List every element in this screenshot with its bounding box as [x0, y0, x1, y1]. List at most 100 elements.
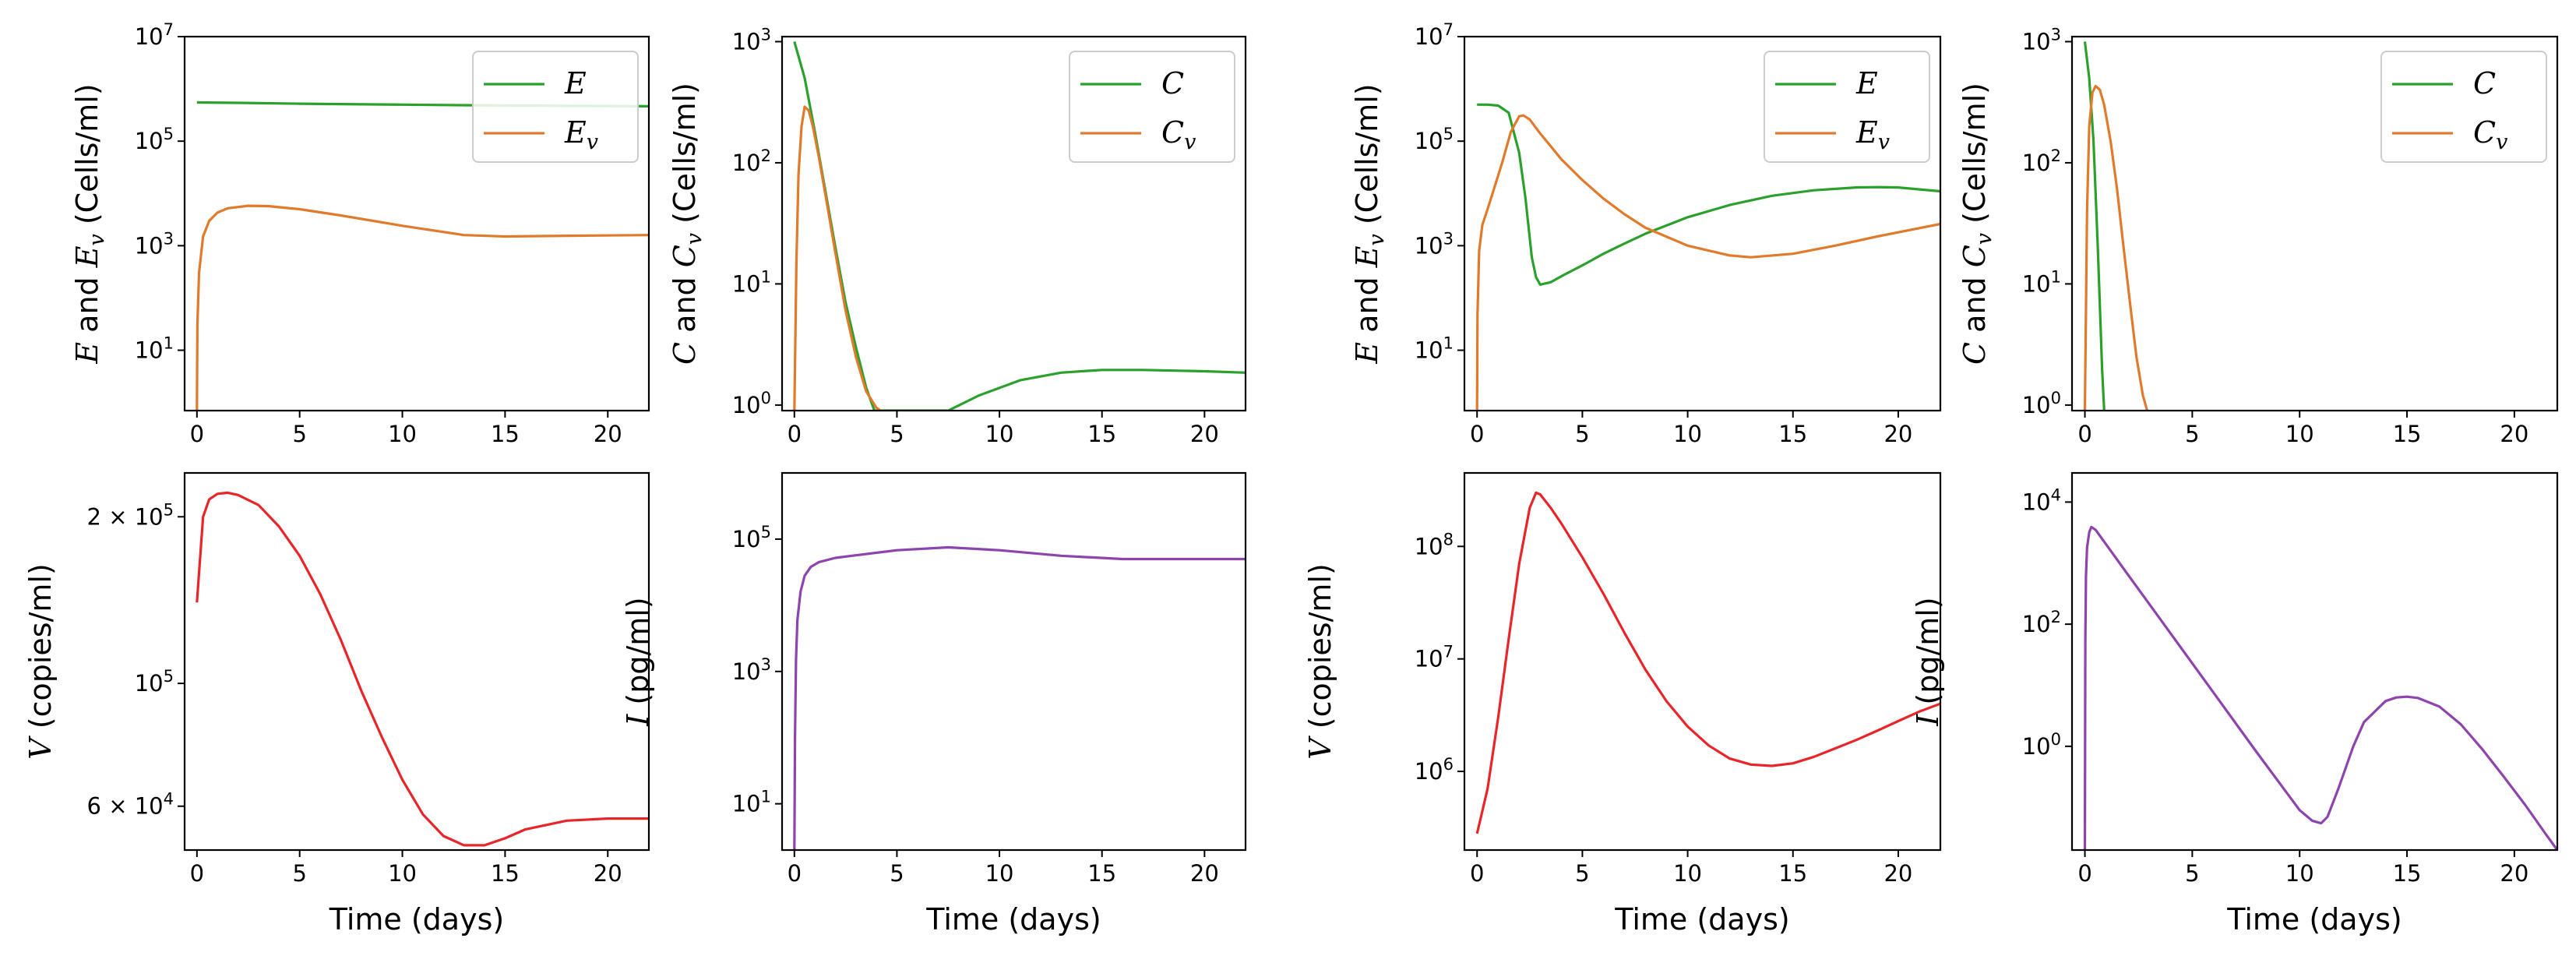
y-tick-label: 103 — [2022, 25, 2061, 55]
x-axis-label: Time (days) — [2226, 902, 2402, 937]
y-axis-label: I (pg/ml) — [1911, 597, 1945, 726]
axes-frame — [2070, 471, 2559, 852]
axes-frame — [781, 35, 1247, 412]
x-tick-label: 20 — [1190, 421, 1219, 447]
y-tick-label: 101 — [732, 267, 771, 297]
y-tick-label: 103 — [732, 25, 771, 55]
x-tick-label: 5 — [2185, 860, 2199, 887]
x-tick-label: 15 — [1778, 860, 1807, 887]
y-tick-label: 105 — [732, 523, 771, 552]
series-line-v — [1475, 491, 1940, 834]
y-tick-label: 108 — [1415, 530, 1454, 559]
x-tick-label: 20 — [2500, 421, 2528, 447]
x-tick-label: 10 — [1673, 421, 1702, 447]
x-tick-label: 5 — [2185, 421, 2199, 447]
x-tick-label: 5 — [292, 860, 306, 887]
legend: E Ev — [1764, 51, 1930, 163]
x-tick-label: 15 — [1087, 860, 1116, 887]
axes-frame — [2070, 35, 2559, 412]
series-group — [793, 545, 1246, 850]
axes-frame — [1463, 471, 1942, 852]
subplot-5: 0 5 10 15 20 6 × 104 105 2 × 105 V (copies/ml) Ti… — [23, 471, 650, 937]
x-tick-label: 10 — [2285, 860, 2314, 887]
series-group — [793, 41, 1246, 411]
legend-label: E — [564, 66, 587, 101]
legend-box — [1069, 51, 1235, 163]
legend-box — [2380, 51, 2547, 163]
y-tick-label: 107 — [135, 20, 174, 50]
legend-label: Cv — [2473, 115, 2507, 154]
y-tick-label: 105 — [135, 125, 174, 154]
y-axis-label: C and Cv (Cells/ml) — [1958, 83, 1996, 365]
series-line-e — [1477, 103, 1940, 286]
x-tick-label: 10 — [388, 860, 417, 887]
subplot-8: 0 5 10 15 20 100 102 104 I (pg/ml) Time (days) — [1911, 471, 2559, 937]
y-tick-label: 102 — [2022, 608, 2061, 637]
x-tick-label: 0 — [2077, 421, 2091, 447]
y-tick-label: 105 — [1415, 125, 1454, 154]
y-tick-label: 103 — [1415, 229, 1454, 259]
axes-frame — [183, 471, 650, 852]
series-line-c — [2083, 41, 2106, 411]
series-group — [1475, 491, 1940, 834]
legend: E Ev — [472, 51, 639, 163]
subplot-6: 0 5 10 15 20 101 103 105 I (pg/ml) Time (days) — [621, 471, 1247, 937]
legend-label: Cv — [1161, 115, 1196, 154]
x-tick-label: 20 — [594, 860, 622, 887]
y-tick-label: 107 — [1415, 643, 1454, 672]
x-tick-label: 15 — [2393, 860, 2422, 887]
x-tick-label: 0 — [1470, 860, 1484, 887]
y-tick-label: 101 — [1415, 334, 1454, 364]
x-tick-label: 20 — [1190, 860, 1219, 887]
legend-label: E — [1855, 66, 1878, 101]
series-group — [1475, 103, 1940, 411]
y-tick-label: 102 — [732, 146, 771, 176]
y-tick-label: 2 × 105 — [87, 500, 174, 530]
y-tick-label: 107 — [1415, 20, 1454, 50]
y-tick-label: 106 — [1415, 755, 1454, 785]
axes-frame — [781, 471, 1247, 852]
x-tick-label: 20 — [1884, 421, 1912, 447]
subplot-2: 0 5 10 15 20 100 101 102 103 C and Cv (Cells/ml) C… — [668, 25, 1247, 447]
x-tick-label: 0 — [190, 860, 204, 887]
axes-frame — [183, 35, 650, 412]
x-tick-label: 20 — [2500, 860, 2528, 887]
y-axis-label: I (pg/ml) — [621, 597, 655, 726]
legend: C Cv — [2380, 51, 2547, 163]
legend-box — [472, 51, 639, 163]
legend-label: Ev — [564, 115, 598, 154]
subplot-4: 0 5 10 15 20 100 101 102 103 C and Cv (Cells/ml) C… — [1958, 25, 2559, 447]
x-axis-label: Time (days) — [329, 902, 504, 937]
y-tick-label: 103 — [732, 655, 771, 685]
y-axis-label: V (copies/ml) — [1303, 563, 1337, 760]
series-group — [2083, 41, 2149, 411]
subplot-7: 0 5 10 15 20 106 107 108 V (copies/ml) Time (days… — [1303, 471, 1942, 937]
x-tick-label: 5 — [890, 860, 904, 887]
y-tick-label: 100 — [732, 389, 771, 418]
legend-label: C — [2473, 66, 2496, 101]
series-line-cv — [793, 105, 882, 411]
x-tick-label: 0 — [788, 860, 802, 887]
y-tick-label: 100 — [2022, 389, 2061, 418]
axes-frame — [1463, 35, 1942, 412]
x-tick-label: 10 — [985, 860, 1014, 887]
y-axis-label: V (copies/ml) — [23, 563, 58, 760]
legend-label: C — [1161, 66, 1184, 101]
x-tick-label: 10 — [985, 421, 1014, 447]
subplot-1: 0 5 10 15 20 101 103 105 107 E and Ev (Cells/ml) E… — [70, 20, 650, 447]
x-tick-label: 20 — [1884, 860, 1912, 887]
x-tick-label: 20 — [594, 421, 622, 447]
series-line-ev — [196, 204, 649, 411]
series-line-cv — [2083, 84, 2149, 411]
x-tick-label: 0 — [190, 421, 204, 447]
y-tick-label: 101 — [2022, 267, 2061, 297]
legend: C Cv — [1069, 51, 1235, 163]
subplot-3: 0 5 10 15 20 101 103 105 107 E and Ev (Cells/ml) E… — [1350, 20, 1942, 447]
x-tick-label: 15 — [2393, 421, 2422, 447]
series-line-ev — [1475, 114, 1940, 411]
x-axis-label: Time (days) — [925, 902, 1101, 937]
x-tick-label: 0 — [1470, 421, 1484, 447]
series-group — [2083, 525, 2557, 850]
x-axis-label: Time (days) — [1614, 902, 1789, 937]
